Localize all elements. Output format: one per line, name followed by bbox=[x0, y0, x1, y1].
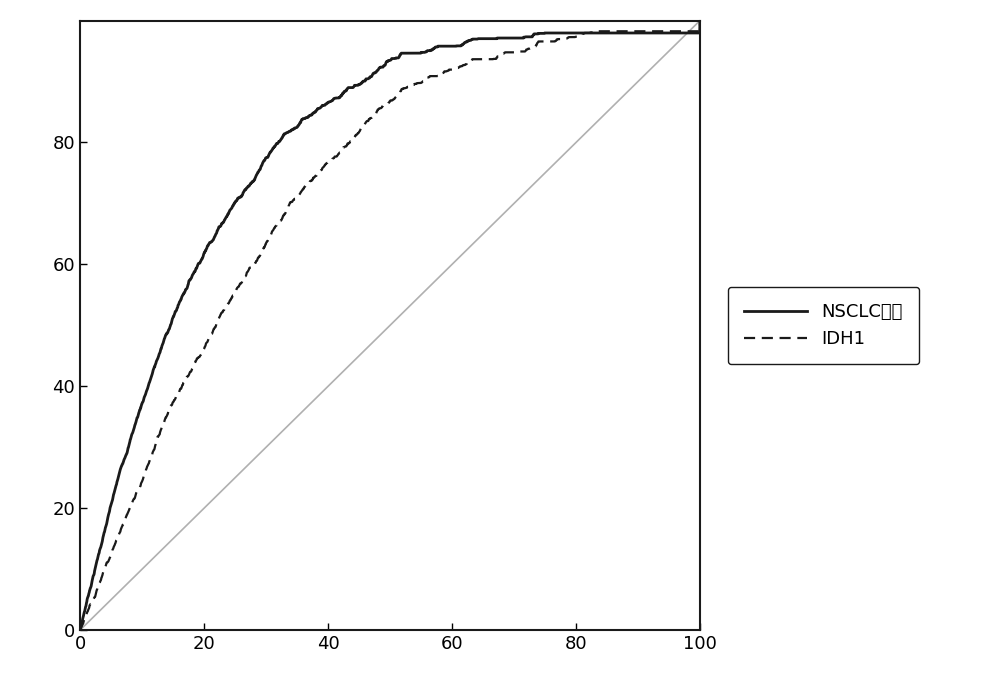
Legend: NSCLC模型, IDH1: NSCLC模型, IDH1 bbox=[728, 286, 919, 364]
NSCLC模型 bbox=[694, 16, 706, 25]
Line: NSCLC模型: NSCLC模型 bbox=[80, 21, 700, 630]
NSCLC模型 bbox=[74, 626, 86, 634]
IDH1 bbox=[676, 27, 688, 36]
IDH1 bbox=[106, 549, 118, 557]
IDH1 bbox=[676, 27, 688, 36]
NSCLC模型 bbox=[375, 63, 387, 71]
Line: IDH1: IDH1 bbox=[80, 21, 700, 630]
NSCLC模型 bbox=[359, 77, 371, 85]
IDH1 bbox=[375, 103, 387, 112]
NSCLC模型 bbox=[562, 29, 574, 37]
NSCLC模型 bbox=[676, 29, 688, 37]
NSCLC模型 bbox=[106, 499, 118, 507]
IDH1 bbox=[562, 34, 574, 42]
IDH1 bbox=[359, 120, 371, 128]
IDH1 bbox=[74, 626, 86, 634]
IDH1 bbox=[694, 16, 706, 25]
NSCLC模型 bbox=[676, 29, 688, 37]
